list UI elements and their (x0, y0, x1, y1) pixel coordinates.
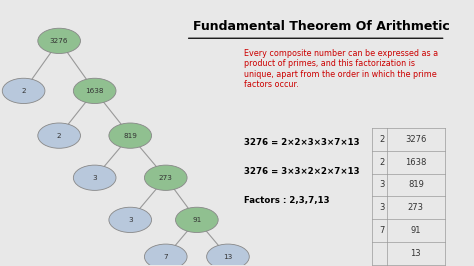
Circle shape (73, 78, 116, 103)
Circle shape (73, 165, 116, 190)
Text: 2: 2 (21, 88, 26, 94)
Circle shape (145, 244, 187, 266)
Circle shape (38, 28, 81, 53)
Text: Factors : 2,3,7,13: Factors : 2,3,7,13 (244, 196, 329, 205)
Text: 13: 13 (223, 254, 233, 260)
Text: 819: 819 (123, 133, 137, 139)
Text: 3276: 3276 (405, 135, 427, 144)
Text: 3: 3 (128, 217, 133, 223)
Text: 819: 819 (408, 181, 424, 189)
Circle shape (109, 123, 152, 148)
Text: 91: 91 (410, 226, 421, 235)
Text: 1638: 1638 (85, 88, 104, 94)
Text: 3276 = 2×2×3×3×7×13: 3276 = 2×2×3×3×7×13 (244, 138, 359, 147)
Circle shape (38, 123, 81, 148)
Text: 2: 2 (380, 157, 385, 167)
Text: 1638: 1638 (405, 157, 427, 167)
Text: 13: 13 (410, 249, 421, 258)
Text: 91: 91 (192, 217, 201, 223)
Text: 7: 7 (379, 226, 385, 235)
Text: Every composite number can be expressed as a
product of primes, and this factori: Every composite number can be expressed … (244, 49, 438, 89)
Text: 3: 3 (379, 203, 385, 212)
Circle shape (175, 207, 218, 232)
Circle shape (109, 207, 152, 232)
Text: 273: 273 (408, 203, 424, 212)
Circle shape (207, 244, 249, 266)
Text: 273: 273 (159, 175, 173, 181)
Text: 3276: 3276 (50, 38, 68, 44)
Text: 3: 3 (92, 175, 97, 181)
Text: 7: 7 (164, 254, 168, 260)
Circle shape (145, 165, 187, 190)
Text: 2: 2 (380, 135, 385, 144)
Circle shape (2, 78, 45, 103)
Text: Fundamental Theorem Of Arithmetic: Fundamental Theorem Of Arithmetic (193, 20, 450, 33)
Text: 3276 = 3×3×2×2×7×13: 3276 = 3×3×2×2×7×13 (244, 167, 359, 176)
Text: 2: 2 (57, 133, 62, 139)
Text: 3: 3 (379, 181, 385, 189)
